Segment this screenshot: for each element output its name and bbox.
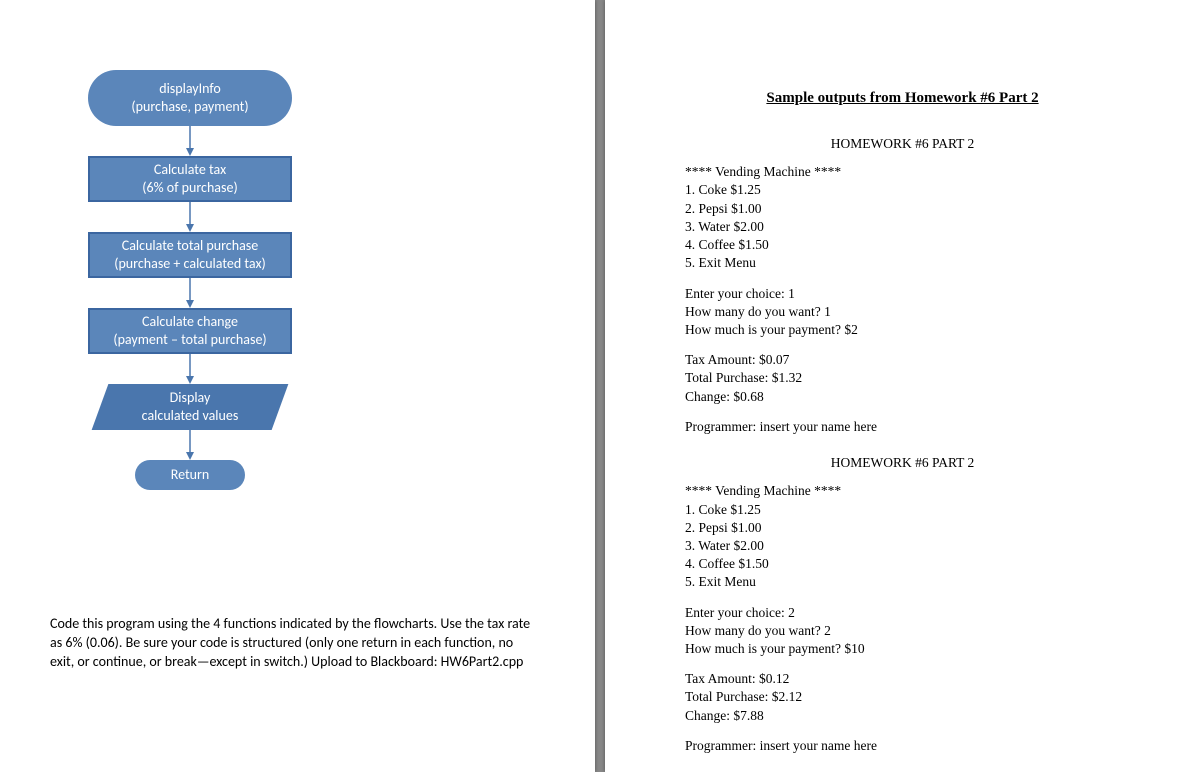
flowchart-node-display: Display calculated values xyxy=(100,384,280,430)
output-block: Tax Amount: $0.12 Total Purchase: $2.12 … xyxy=(685,670,1160,725)
menu-line: 3. Water $2.00 xyxy=(685,218,1160,236)
instructions-paragraph: Code this program using the 4 functions … xyxy=(50,615,535,672)
node-line: (purchase + calculated tax) xyxy=(114,255,266,273)
node-line: Return xyxy=(171,466,210,484)
io-line: How many do you want? 1 xyxy=(685,303,1160,321)
sample-run: HOMEWORK #6 PART 2 **** Vending Machine … xyxy=(685,454,1160,755)
flowchart-arrow xyxy=(60,202,320,232)
menu-line: 3. Water $2.00 xyxy=(685,537,1160,555)
flowchart-node-calc-tax: Calculate tax (6% of purchase) xyxy=(88,156,292,202)
output-block: Tax Amount: $0.07 Total Purchase: $1.32 … xyxy=(685,351,1160,406)
menu-line: 5. Exit Menu xyxy=(685,573,1160,591)
io-line: Change: $0.68 xyxy=(685,388,1160,406)
page-left: displayInfo (purchase, payment) Calculat… xyxy=(0,0,595,772)
menu-line: **** Vending Machine **** xyxy=(685,482,1160,500)
signoff-line: Programmer: insert your name here xyxy=(685,737,1160,755)
flowchart-arrow xyxy=(60,126,320,156)
node-line: displayInfo xyxy=(159,80,221,98)
io-line: Enter your choice: 2 xyxy=(685,604,1160,622)
menu-line: **** Vending Machine **** xyxy=(685,163,1160,181)
page-right: Sample outputs from Homework #6 Part 2 H… xyxy=(605,0,1200,772)
menu-block: **** Vending Machine **** 1. Coke $1.25 … xyxy=(685,163,1160,272)
flowchart-arrow xyxy=(60,430,320,460)
menu-line: 4. Coffee $1.50 xyxy=(685,236,1160,254)
io-line: Total Purchase: $2.12 xyxy=(685,688,1160,706)
node-line: (6% of purchase) xyxy=(142,179,237,197)
flowchart-node-calc-change: Calculate change (payment – total purcha… xyxy=(88,308,292,354)
flowchart-arrow xyxy=(60,278,320,308)
flowchart-node-start: displayInfo (purchase, payment) xyxy=(88,70,292,126)
node-line: Display xyxy=(170,389,211,407)
menu-line: 2. Pepsi $1.00 xyxy=(685,519,1160,537)
signoff-line: Programmer: insert your name here xyxy=(685,418,1160,436)
sample-run: HOMEWORK #6 PART 2 **** Vending Machine … xyxy=(685,135,1160,436)
input-block: Enter your choice: 1 How many do you wan… xyxy=(685,285,1160,340)
flowchart: displayInfo (purchase, payment) Calculat… xyxy=(60,70,320,490)
menu-line: 5. Exit Menu xyxy=(685,254,1160,272)
samples-title: Sample outputs from Homework #6 Part 2 xyxy=(645,90,1160,107)
menu-line: 4. Coffee $1.50 xyxy=(685,555,1160,573)
node-line: Calculate change xyxy=(142,313,238,331)
menu-line: 1. Coke $1.25 xyxy=(685,501,1160,519)
node-line: calculated values xyxy=(142,407,239,425)
io-line: How many do you want? 2 xyxy=(685,622,1160,640)
node-line: (payment – total purchase) xyxy=(113,331,266,349)
io-line: How much is your payment? $2 xyxy=(685,321,1160,339)
io-line: How much is your payment? $10 xyxy=(685,640,1160,658)
menu-line: 1. Coke $1.25 xyxy=(685,181,1160,199)
io-line: Tax Amount: $0.07 xyxy=(685,351,1160,369)
input-block: Enter your choice: 2 How many do you wan… xyxy=(685,604,1160,659)
io-line: Tax Amount: $0.12 xyxy=(685,670,1160,688)
node-line: Calculate total purchase xyxy=(122,237,258,255)
io-line: Enter your choice: 1 xyxy=(685,285,1160,303)
menu-block: **** Vending Machine **** 1. Coke $1.25 … xyxy=(685,482,1160,591)
io-line: Total Purchase: $1.32 xyxy=(685,369,1160,387)
menu-line: 2. Pepsi $1.00 xyxy=(685,200,1160,218)
page-spread: displayInfo (purchase, payment) Calculat… xyxy=(0,0,1200,772)
run-header: HOMEWORK #6 PART 2 xyxy=(645,454,1160,472)
flowchart-node-calc-total: Calculate total purchase (purchase + cal… xyxy=(88,232,292,278)
run-header: HOMEWORK #6 PART 2 xyxy=(645,135,1160,153)
io-line: Change: $7.88 xyxy=(685,707,1160,725)
node-line: (purchase, payment) xyxy=(131,98,248,116)
flowchart-arrow xyxy=(60,354,320,384)
node-line: Calculate tax xyxy=(154,161,226,179)
flowchart-node-return: Return xyxy=(135,460,245,490)
